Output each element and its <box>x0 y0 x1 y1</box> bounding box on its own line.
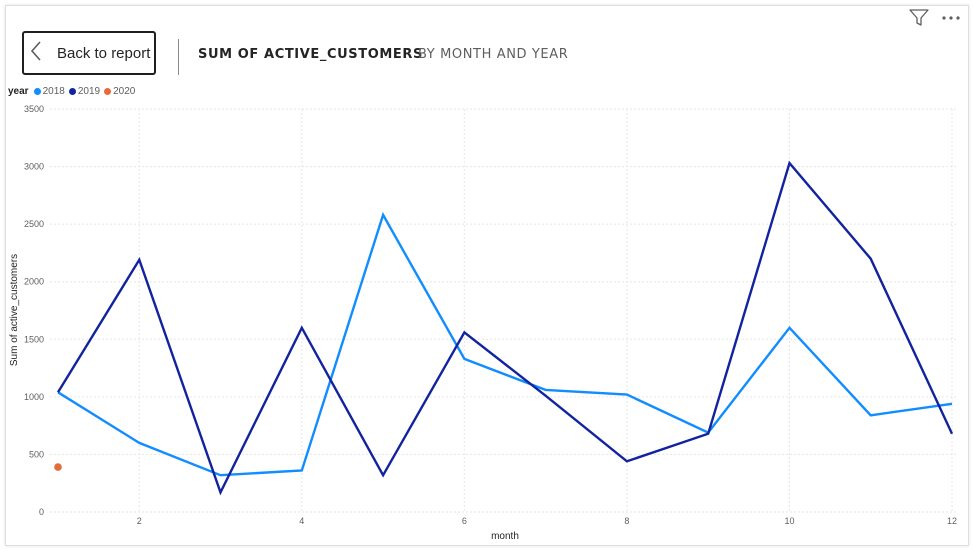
series-line-2018[interactable] <box>57 211 953 477</box>
y-axis-ticks: 0 500 1000 1500 2000 2500 3000 3500 <box>24 104 44 517</box>
x-tick-label: 10 <box>784 516 794 526</box>
legend-item-2020[interactable]: 2020 <box>104 86 135 97</box>
legend-label-2019: 2019 <box>77 86 101 97</box>
data-point-2020[interactable] <box>54 463 62 471</box>
series-line-2019[interactable] <box>56 160 954 496</box>
more-options-icon[interactable] <box>941 15 961 21</box>
y-axis-title: Sum of active_customers <box>9 254 20 366</box>
y-tick-label: 1000 <box>24 392 44 402</box>
back-to-report-button[interactable]: Back to report <box>22 31 156 75</box>
x-tick-label: 8 <box>624 516 629 526</box>
series-layer <box>54 160 954 496</box>
x-tick-label: 2 <box>137 516 142 526</box>
y-tick-label: 0 <box>39 507 44 517</box>
header-divider <box>178 39 179 75</box>
legend-item-2019[interactable]: 2019 <box>68 86 101 97</box>
x-tick-label: 6 <box>462 516 467 526</box>
page-subtitle: BY MONTH AND YEAR <box>418 47 569 62</box>
gridlines <box>50 108 958 513</box>
legend-item-2018[interactable]: 2018 <box>33 86 65 97</box>
x-tick-label: 12 <box>947 516 957 526</box>
y-tick-label: 3000 <box>24 162 44 172</box>
y-tick-label: 3500 <box>24 104 44 114</box>
legend-label-2020: 2020 <box>113 86 136 97</box>
legend-dot-2018 <box>33 88 41 95</box>
chevron-left-icon <box>29 40 43 66</box>
back-to-report-label: Back to report <box>57 44 151 62</box>
y-tick-label: 500 <box>29 449 44 459</box>
legend-label-2018: 2018 <box>42 86 65 97</box>
y-tick-label: 1500 <box>24 334 44 344</box>
chart-legend: year 2018 2019 2020 <box>8 86 139 97</box>
x-tick-label: 4 <box>299 516 304 526</box>
page-title: SUM OF ACTIVE_CUSTOMERS <box>198 47 423 62</box>
y-tick-label: 2000 <box>24 277 44 287</box>
legend-dot-2019 <box>68 88 76 95</box>
filter-icon[interactable] <box>909 9 929 27</box>
visual-header-icons <box>909 9 961 27</box>
x-axis-ticks: 2 4 6 8 10 12 <box>137 516 957 526</box>
legend-dot-2020 <box>104 88 112 95</box>
y-tick-label: 2500 <box>24 219 44 229</box>
visual-focus-frame <box>5 5 969 546</box>
x-axis-title: month <box>491 531 519 542</box>
legend-title: year <box>8 86 29 97</box>
